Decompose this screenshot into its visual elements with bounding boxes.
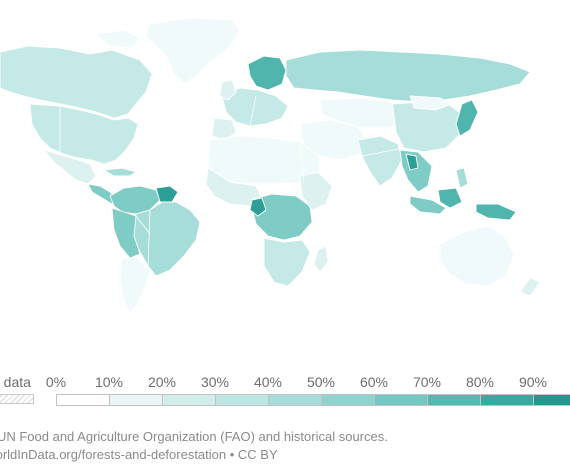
region-philippines[interactable]	[455, 167, 469, 189]
region-australia[interactable]	[439, 225, 515, 287]
legend-bin-6[interactable]	[374, 394, 427, 406]
legend-bin-1[interactable]	[109, 394, 162, 406]
region-caribbean[interactable]	[103, 167, 137, 177]
region-madagascar[interactable]	[313, 245, 329, 273]
region-laos[interactable]	[405, 153, 419, 171]
region-colombia-venezuela[interactable]	[109, 185, 161, 215]
region-southern-cone[interactable]	[119, 257, 151, 315]
region-united-states[interactable]	[29, 103, 139, 165]
no-data-swatch[interactable]	[0, 394, 34, 404]
legend-bin-7[interactable]	[427, 394, 480, 406]
region-scandinavia[interactable]	[247, 55, 287, 91]
region-east-africa[interactable]	[299, 171, 333, 211]
region-indonesia-west[interactable]	[409, 195, 447, 215]
region-south-asia[interactable]	[357, 135, 403, 187]
region-uk[interactable]	[219, 79, 237, 101]
tick-label-20: 20%	[147, 374, 177, 390]
region-iberia[interactable]	[211, 117, 237, 141]
region-brazil[interactable]	[131, 201, 201, 277]
region-borneo[interactable]	[437, 187, 463, 209]
region-north-america-north[interactable]	[0, 45, 153, 119]
legend-bin-4[interactable]	[268, 394, 321, 406]
region-japan[interactable]	[455, 99, 479, 137]
region-gabon[interactable]	[249, 197, 267, 217]
tick-label-40: 40%	[253, 374, 283, 390]
tick-label-70: 70%	[412, 374, 442, 390]
region-new-guinea[interactable]	[475, 203, 517, 221]
world-map	[0, 17, 541, 315]
legend-bin-9[interactable]	[533, 394, 570, 406]
region-guianas[interactable]	[155, 185, 179, 203]
region-central-asia[interactable]	[319, 97, 405, 129]
legend-bin-3[interactable]	[215, 394, 268, 406]
tick-label-0: 0%	[45, 374, 67, 390]
region-arctic-islands[interactable]	[95, 29, 141, 49]
region-west-africa[interactable]	[205, 167, 263, 207]
region-peru-bolivia[interactable]	[111, 207, 141, 259]
tick-label-60: 60%	[359, 374, 389, 390]
tick-label-80: 80%	[465, 374, 495, 390]
region-central-africa[interactable]	[249, 193, 313, 241]
tick-label-50: 50%	[306, 374, 336, 390]
region-middle-east[interactable]	[299, 119, 369, 161]
legend-bin-0[interactable]	[56, 394, 109, 406]
legend-bin-2[interactable]	[162, 394, 215, 406]
map-svg	[0, 17, 541, 315]
region-new-zealand[interactable]	[519, 277, 541, 297]
source-url[interactable]: /orldInData.org/forests-and-deforestatio…	[0, 447, 278, 462]
tick-label-90: 90%	[518, 374, 548, 390]
region-mexico[interactable]	[43, 149, 97, 185]
source-note: ce: UN Food and Agriculture Organization…	[0, 428, 388, 464]
source-text: ce: UN Food and Agriculture Organization…	[0, 429, 388, 444]
region-southern-africa[interactable]	[263, 237, 311, 287]
no-data-label: o data	[0, 374, 31, 390]
legend-bin-5[interactable]	[321, 394, 374, 406]
tick-label-30: 30%	[200, 374, 230, 390]
border-lines	[59, 95, 405, 267]
legend-bin-8[interactable]	[480, 394, 533, 406]
region-western-europe[interactable]	[221, 87, 289, 127]
region-greenland[interactable]	[145, 17, 241, 85]
region-mongolia[interactable]	[409, 95, 453, 111]
legend: o data 0% 10% 20% 30% 40% 50% 60% 70% 80…	[0, 366, 570, 416]
tick-label-10: 10%	[94, 374, 124, 390]
region-russia[interactable]	[285, 49, 531, 103]
